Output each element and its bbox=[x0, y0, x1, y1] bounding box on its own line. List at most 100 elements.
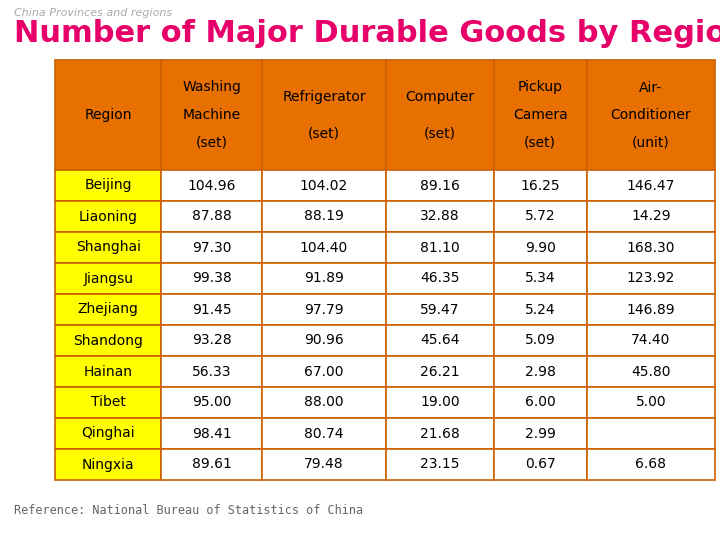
Bar bbox=[494, 356, 587, 387]
Text: 168.30: 168.30 bbox=[626, 240, 675, 254]
Bar bbox=[55, 325, 161, 356]
Text: China Provinces and regions: China Provinces and regions bbox=[14, 8, 172, 18]
Text: Air-: Air- bbox=[639, 80, 662, 94]
Bar bbox=[55, 201, 161, 232]
Bar bbox=[161, 60, 261, 170]
Bar bbox=[587, 418, 715, 449]
Text: 104.02: 104.02 bbox=[300, 179, 348, 192]
Text: 21.68: 21.68 bbox=[420, 427, 460, 441]
Text: 87.88: 87.88 bbox=[192, 210, 231, 224]
Bar bbox=[161, 418, 261, 449]
Bar bbox=[494, 60, 587, 170]
Text: Number of Major Durable Goods by Region (2005): Number of Major Durable Goods by Region … bbox=[14, 19, 720, 48]
Text: 98.41: 98.41 bbox=[192, 427, 231, 441]
Bar bbox=[387, 418, 494, 449]
Text: Pickup: Pickup bbox=[518, 80, 563, 94]
Text: (set): (set) bbox=[196, 136, 228, 150]
Bar bbox=[161, 232, 261, 263]
Bar bbox=[161, 325, 261, 356]
Bar bbox=[55, 232, 161, 263]
Text: 93.28: 93.28 bbox=[192, 334, 231, 348]
Text: 88.19: 88.19 bbox=[304, 210, 344, 224]
Text: 104.40: 104.40 bbox=[300, 240, 348, 254]
Text: Machine: Machine bbox=[183, 108, 240, 122]
Text: Refrigerator: Refrigerator bbox=[282, 90, 366, 104]
Bar bbox=[587, 232, 715, 263]
Text: Zhejiang: Zhejiang bbox=[78, 302, 139, 316]
Bar bbox=[261, 170, 387, 201]
Bar bbox=[55, 418, 161, 449]
Bar bbox=[587, 294, 715, 325]
Bar bbox=[55, 170, 161, 201]
Bar bbox=[587, 170, 715, 201]
Text: 89.61: 89.61 bbox=[192, 457, 232, 471]
Text: 104.96: 104.96 bbox=[187, 179, 236, 192]
Text: (set): (set) bbox=[424, 126, 456, 140]
Bar bbox=[587, 60, 715, 170]
Text: 123.92: 123.92 bbox=[626, 272, 675, 286]
Text: 5.24: 5.24 bbox=[525, 302, 556, 316]
Bar bbox=[587, 356, 715, 387]
Bar bbox=[261, 356, 387, 387]
Bar bbox=[494, 170, 587, 201]
Text: 19.00: 19.00 bbox=[420, 395, 460, 409]
Text: 81.10: 81.10 bbox=[420, 240, 460, 254]
Text: 5.09: 5.09 bbox=[525, 334, 556, 348]
Text: Qinghai: Qinghai bbox=[81, 427, 135, 441]
Bar bbox=[387, 170, 494, 201]
Text: 9.90: 9.90 bbox=[525, 240, 556, 254]
Bar bbox=[261, 294, 387, 325]
Bar bbox=[587, 325, 715, 356]
Bar bbox=[494, 449, 587, 480]
Text: Shanghai: Shanghai bbox=[76, 240, 140, 254]
Text: 97.30: 97.30 bbox=[192, 240, 231, 254]
Bar bbox=[494, 263, 587, 294]
Text: Computer: Computer bbox=[405, 90, 474, 104]
Text: 5.72: 5.72 bbox=[525, 210, 556, 224]
Bar bbox=[387, 356, 494, 387]
Text: 91.45: 91.45 bbox=[192, 302, 231, 316]
Bar bbox=[387, 387, 494, 418]
Bar bbox=[261, 387, 387, 418]
Text: 5.00: 5.00 bbox=[636, 395, 666, 409]
Text: 45.64: 45.64 bbox=[420, 334, 460, 348]
Text: 45.80: 45.80 bbox=[631, 364, 670, 379]
Bar bbox=[494, 294, 587, 325]
Text: 46.35: 46.35 bbox=[420, 272, 460, 286]
Text: 89.16: 89.16 bbox=[420, 179, 460, 192]
Text: 97.79: 97.79 bbox=[305, 302, 344, 316]
Text: (set): (set) bbox=[308, 126, 340, 140]
Bar bbox=[387, 449, 494, 480]
Bar bbox=[161, 294, 261, 325]
Text: 14.29: 14.29 bbox=[631, 210, 671, 224]
Text: 79.48: 79.48 bbox=[305, 457, 344, 471]
Bar bbox=[261, 232, 387, 263]
Text: Liaoning: Liaoning bbox=[78, 210, 138, 224]
Bar bbox=[55, 387, 161, 418]
Bar bbox=[587, 387, 715, 418]
Text: 2.99: 2.99 bbox=[525, 427, 556, 441]
Text: 16.25: 16.25 bbox=[521, 179, 560, 192]
Text: 90.96: 90.96 bbox=[304, 334, 344, 348]
Bar bbox=[261, 60, 387, 170]
Text: Reference: National Bureau of Statistics of China: Reference: National Bureau of Statistics… bbox=[14, 503, 363, 516]
Text: Conditioner: Conditioner bbox=[611, 108, 691, 122]
Bar bbox=[261, 263, 387, 294]
Text: 2.98: 2.98 bbox=[525, 364, 556, 379]
Text: (set): (set) bbox=[524, 136, 556, 150]
Bar bbox=[387, 263, 494, 294]
Text: Tibet: Tibet bbox=[91, 395, 126, 409]
Bar bbox=[161, 170, 261, 201]
Bar bbox=[161, 449, 261, 480]
Text: 95.00: 95.00 bbox=[192, 395, 231, 409]
Text: 67.00: 67.00 bbox=[305, 364, 343, 379]
Bar bbox=[55, 449, 161, 480]
Text: Washing: Washing bbox=[182, 80, 241, 94]
Text: Region: Region bbox=[84, 108, 132, 122]
Text: 88.00: 88.00 bbox=[305, 395, 344, 409]
Text: 56.33: 56.33 bbox=[192, 364, 231, 379]
Text: 146.47: 146.47 bbox=[626, 179, 675, 192]
Bar bbox=[261, 325, 387, 356]
Bar bbox=[387, 232, 494, 263]
Text: 80.74: 80.74 bbox=[305, 427, 343, 441]
